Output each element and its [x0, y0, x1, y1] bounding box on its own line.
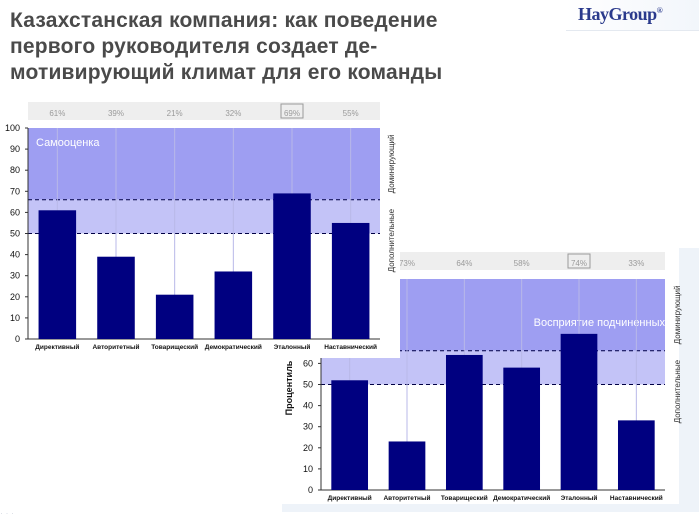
side-label-supporting: Дополнительные — [673, 359, 682, 423]
y-tick-label: 20 — [10, 292, 20, 302]
category-label: Наставнический — [610, 494, 663, 502]
y-tick-label: 80 — [10, 165, 20, 175]
bar-4 — [273, 193, 311, 339]
category-label: Демократический — [493, 494, 550, 502]
side-label-dominant: Доминирующий — [673, 286, 682, 345]
y-tick-label: 10 — [303, 464, 313, 474]
logo-area — [566, 0, 699, 31]
category-label: Товарищеский — [151, 343, 198, 351]
y-tick-label: 50 — [10, 229, 20, 239]
category-label: Наставнический — [324, 343, 377, 351]
haygroup-logo: HayGroup® — [578, 4, 663, 25]
bar-3 — [214, 271, 253, 339]
percent-label: 32% — [225, 109, 241, 118]
y-tick-label: 100 — [5, 123, 20, 133]
category-label: Демократический — [205, 343, 262, 351]
category-label: Директивный — [35, 343, 79, 351]
chart-self-panel: 61% 39% 21% 32% 69% 55% Самооценка 0 10 20 30 40 50 6… — [0, 98, 400, 358]
percent-label: 21% — [167, 109, 183, 118]
percent-label: 39% — [108, 109, 124, 118]
title-line-1: Казахстанская компания: как поведение — [10, 9, 438, 32]
y-tick-label: 40 — [303, 401, 313, 411]
bar-1 — [388, 441, 426, 490]
y-tick-label: 70 — [10, 186, 20, 196]
bar-2 — [155, 294, 194, 339]
bar-0 — [331, 380, 369, 490]
bar-2 — [445, 354, 483, 490]
percent-label: 33% — [628, 259, 644, 268]
percent-label: 64% — [456, 259, 472, 268]
category-label: Авторитетный — [383, 494, 430, 502]
bar-5 — [331, 222, 370, 339]
title-line-2: первого руководителя создает де- — [10, 35, 378, 58]
category-label: Директивный — [328, 494, 372, 502]
y-tick-label: 0 — [15, 334, 20, 344]
logo-registered-mark: ® — [656, 6, 663, 15]
supporting-band — [28, 199, 380, 234]
dominant-band — [28, 128, 380, 200]
bar-3 — [503, 367, 541, 490]
category-label: Авторитетный — [92, 343, 139, 351]
category-label: Товарищеский — [441, 494, 488, 502]
y-tick-label: 50 — [303, 380, 313, 390]
y-tick-label: 40 — [10, 250, 20, 260]
percent-highlight-box — [567, 253, 591, 269]
percent-strip — [321, 252, 665, 270]
bar-0 — [38, 210, 77, 339]
y-tick-label: 60 — [10, 207, 20, 217]
percent-label: 74% — [571, 259, 587, 268]
bar-4 — [560, 333, 598, 490]
logo-text: HayGroup — [578, 4, 657, 24]
page-title: Казахстанская компания: как поведение пе… — [10, 8, 570, 86]
percent-label: 73% — [399, 259, 415, 268]
y-tick-label: 30 — [10, 271, 20, 281]
title-line-3: мотивирующий климат для его команды — [10, 61, 443, 84]
band-label: Самооценка — [36, 137, 100, 149]
percent-label: 55% — [343, 109, 359, 118]
side-label-supporting: Дополнительные — [387, 208, 396, 272]
chart-self-assessment: 61% 39% 21% 32% 69% 55% Самооценка 0 10 20 30 40 50 6… — [5, 102, 396, 351]
side-label-dominant: Доминирующий — [387, 135, 396, 194]
y-tick-label: 10 — [10, 313, 20, 323]
band-label: Восприятие подчиненных — [534, 317, 666, 329]
y-tick-label: 0 — [308, 485, 313, 495]
y-tick-label: 20 — [303, 443, 313, 453]
percent-label: 69% — [284, 109, 300, 118]
category-label: Эталонный — [274, 343, 311, 351]
category-label: Эталонный — [561, 494, 598, 502]
bar-1 — [97, 256, 135, 339]
bar-5 — [617, 420, 655, 490]
y-tick-label: 30 — [303, 422, 313, 432]
y-axis-label: Процентиль — [284, 360, 294, 415]
percent-label: 61% — [49, 109, 65, 118]
y-tick-label: 90 — [10, 144, 20, 154]
footer-mark: · · · — [0, 508, 14, 518]
y-tick-label: 60 — [303, 358, 313, 368]
percent-strip — [28, 102, 380, 120]
percent-highlight-box — [280, 103, 304, 119]
percent-label: 58% — [514, 259, 530, 268]
